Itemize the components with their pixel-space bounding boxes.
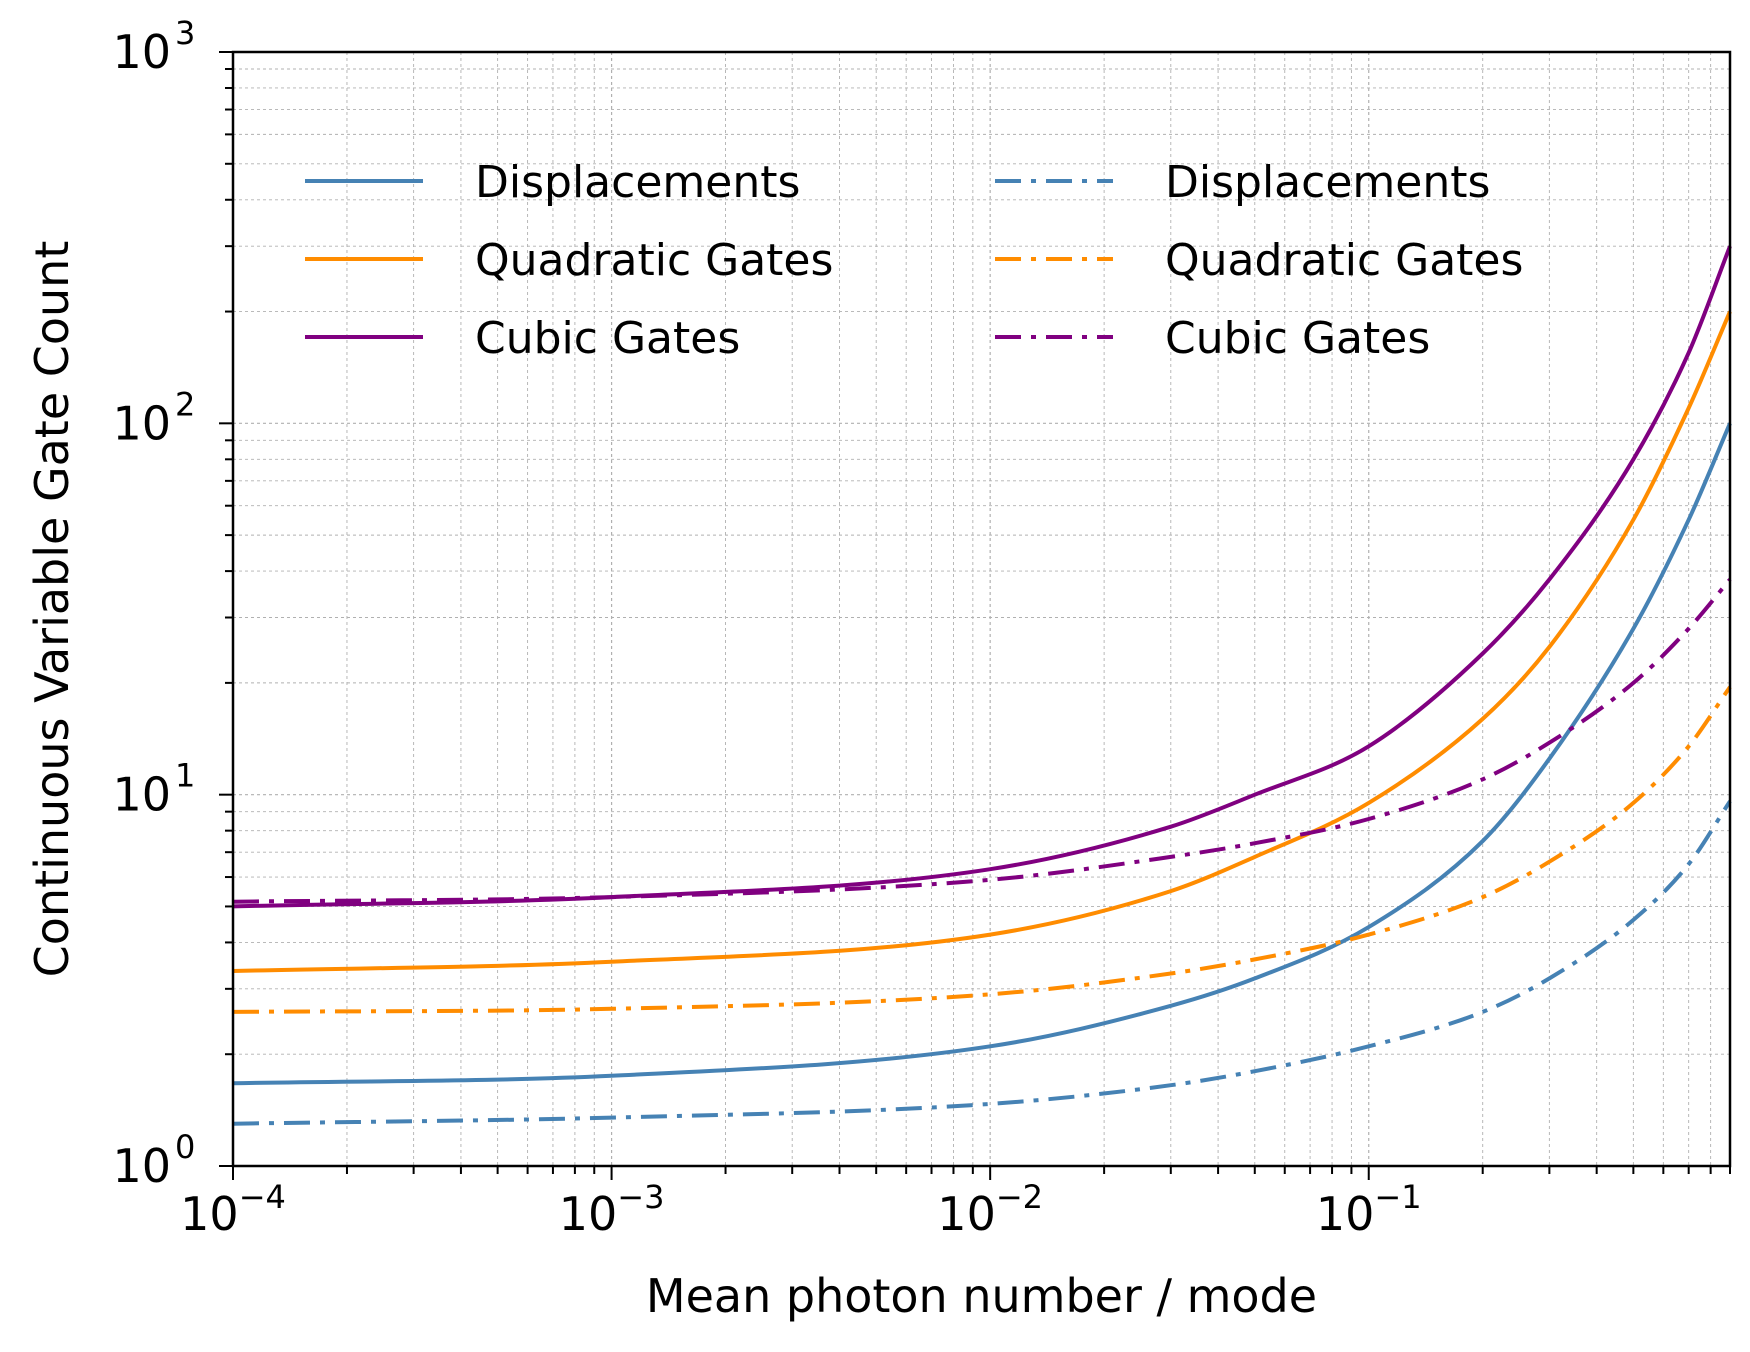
y-tick-base: 10	[112, 768, 171, 822]
legend-label: Cubic Gates	[1165, 313, 1430, 364]
y-tick-exponent: 0	[175, 1128, 195, 1166]
axis-ticks	[219, 51, 1731, 1180]
y-tick-label: 10	[112, 768, 171, 822]
series-line-solid-quadratic-gates	[232, 310, 1732, 973]
legend-label: Quadratic Gates	[1165, 235, 1523, 286]
y-tick-base: 10	[112, 25, 171, 79]
y-tick-exponent: 1	[175, 757, 195, 795]
x-tick-label: 10−2	[937, 1178, 1043, 1241]
plot-lines	[232, 245, 1732, 1126]
x-tick-exponent: −2	[996, 1178, 1043, 1216]
x-tick-exponent: −3	[617, 1178, 664, 1216]
series-line-dashdot-quadratic-gates	[232, 685, 1732, 1014]
legend: Displacements Quadratic Gates Cubic Gates D…	[305, 157, 1523, 364]
x-tick-exponent: −4	[239, 1178, 286, 1216]
y-axis-label: Continuous Variable Gate Count	[25, 241, 79, 978]
x-tick-label: 10−3	[559, 1178, 665, 1241]
series-line-dashdot-cubic-gates	[232, 578, 1732, 904]
plot-frame	[231, 50, 1732, 1168]
x-tick-label: 10−1	[1316, 1178, 1422, 1241]
x-tick-exponent: −1	[1374, 1178, 1421, 1216]
y-tick-exponent: 3	[175, 14, 195, 52]
x-tick-label: 10−4	[180, 1178, 286, 1241]
x-tick-base: 10	[937, 1187, 996, 1241]
y-tick-label: 10	[112, 25, 171, 79]
series-line-solid-displacements	[232, 422, 1732, 1086]
x-tick-base: 10	[559, 1187, 618, 1241]
x-tick-base: 10	[180, 1187, 239, 1241]
legend-label: Displacements	[475, 157, 800, 208]
grid	[232, 51, 1731, 1167]
series-line-dashdot-displacements	[232, 800, 1732, 1126]
y-tick-base: 10	[112, 396, 171, 450]
legend-label: Cubic Gates	[475, 313, 740, 364]
legend-label: Displacements	[1165, 157, 1490, 208]
y-tick-label: 10	[112, 396, 171, 450]
y-tick-exponent: 2	[175, 385, 195, 423]
series-line-solid-cubic-gates	[232, 245, 1732, 909]
x-tick-base: 10	[1316, 1187, 1375, 1241]
x-axis-label: Mean photon number / mode	[646, 1269, 1317, 1323]
legend-label: Quadratic Gates	[475, 235, 833, 286]
y-tick-label: 10	[112, 1139, 171, 1193]
y-tick-base: 10	[112, 1139, 171, 1193]
